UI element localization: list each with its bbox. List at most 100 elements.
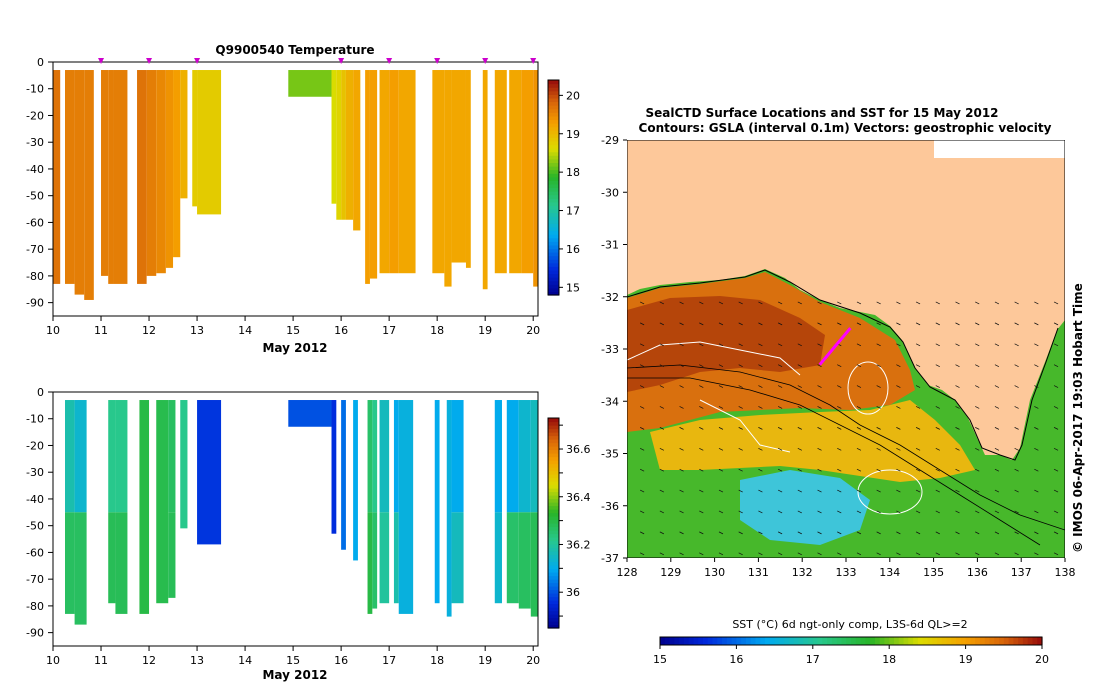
map-y-tick-label: -35 xyxy=(601,448,619,461)
colorbar-segment xyxy=(548,123,559,128)
vector-arrow xyxy=(718,385,724,388)
map-x-tick-label: 135 xyxy=(923,566,944,579)
profile-bar-lower xyxy=(494,512,502,604)
profile-bar xyxy=(398,400,414,614)
vector-arrow xyxy=(856,406,862,409)
vector-arrow xyxy=(738,301,743,305)
sst-colorbar-segment xyxy=(669,637,675,645)
profile-bar xyxy=(53,70,61,284)
vector-arrow xyxy=(758,322,763,326)
temperature-depth-axis: 0 -10 -20 -30 -40 -50 -60 -70 -80 -90 xyxy=(26,56,53,310)
profile-bar-lower xyxy=(74,512,87,625)
vector-arrow xyxy=(837,531,842,535)
vector-arrow xyxy=(817,552,822,556)
vector-arrow xyxy=(718,468,724,472)
vector-arrow xyxy=(975,322,980,326)
profile-bar xyxy=(341,400,346,550)
x-tick-label: 20 xyxy=(526,654,540,667)
vector-arrow xyxy=(777,427,783,430)
vector-arrow xyxy=(738,385,743,388)
vector-arrow xyxy=(837,385,842,388)
map-title-line1: SealCTD Surface Locations and SST for 15… xyxy=(645,106,998,120)
vector-arrow xyxy=(699,385,704,388)
colorbar-segment xyxy=(548,516,559,521)
vector-arrow xyxy=(955,385,960,388)
sst-colorbar-segment xyxy=(936,637,943,645)
colorbar-segment xyxy=(548,624,559,629)
vector-arrow xyxy=(777,406,783,409)
vector-arrow xyxy=(1014,343,1019,347)
profile-bar-lower xyxy=(379,512,390,604)
vector-arrow xyxy=(738,489,743,493)
colorbar-segment xyxy=(548,439,559,444)
colorbar-segment xyxy=(548,187,559,192)
x-tick-label: 12 xyxy=(142,654,156,667)
vector-arrow xyxy=(817,531,822,535)
colorbar-tick-label: 19 xyxy=(566,128,580,141)
profile-bar xyxy=(521,70,534,274)
vector-arrow xyxy=(876,322,881,326)
colorbar-segment xyxy=(548,435,559,440)
colorbar-segment xyxy=(548,596,559,601)
profile-bar xyxy=(494,70,507,274)
sst-colorbar-segment xyxy=(683,637,690,645)
map-latitude-axis: -29 -30 -31 -32 -33 -34 -35 -36 -37 xyxy=(601,134,627,565)
colorbar-segment xyxy=(548,166,559,171)
profile-bar xyxy=(288,400,332,427)
map-x-tick-label: 136 xyxy=(967,566,988,579)
profile-bar xyxy=(331,400,337,534)
y-tick-label: -40 xyxy=(26,493,44,506)
x-tick-label: 18 xyxy=(430,324,444,337)
profile-bar xyxy=(197,70,222,215)
salinity-plot-frame xyxy=(52,391,539,647)
profile-bar xyxy=(84,70,94,300)
vector-arrow xyxy=(777,301,783,305)
sst-colorbar-segment xyxy=(865,637,871,645)
sst-colorbar-segment xyxy=(994,637,1000,645)
vector-arrow xyxy=(935,489,940,493)
vector-arrow xyxy=(856,364,862,367)
colorbar-segment xyxy=(548,537,559,542)
colorbar-segment xyxy=(548,273,559,278)
vector-arrow xyxy=(975,468,980,472)
map-gsla-eddy-2 xyxy=(857,469,923,515)
vector-arrow xyxy=(856,489,862,493)
sst-colorbar-segment xyxy=(1027,637,1034,645)
vector-arrow xyxy=(738,427,743,430)
vector-arrow xyxy=(797,322,802,326)
vector-arrow xyxy=(1034,531,1039,535)
colorbar-segment xyxy=(548,512,559,517)
sst-colorbar-segment xyxy=(970,637,976,645)
sst-colorbar-segment xyxy=(769,637,776,645)
vector-arrow xyxy=(738,447,743,451)
vector-arrow xyxy=(699,531,704,535)
colorbar-segment xyxy=(548,526,559,531)
vector-arrow xyxy=(1034,385,1039,388)
sst-colorbar-segment xyxy=(755,637,761,645)
vector-arrow xyxy=(718,322,724,326)
vector-arrow xyxy=(817,385,822,388)
vector-arrow xyxy=(699,552,704,556)
colorbar-segment xyxy=(548,502,559,507)
geostrophic-vectors xyxy=(639,301,1059,556)
profile-bar-upper xyxy=(494,400,502,513)
sst-colorbar-segment xyxy=(808,637,814,645)
sst-colorbar-tick-label: 20 xyxy=(1035,653,1049,666)
map-coastline xyxy=(627,269,1059,461)
vector-arrow xyxy=(758,364,763,367)
colorbar-segment xyxy=(548,266,559,271)
vector-arrow xyxy=(915,427,921,430)
sst-colorbar-segment xyxy=(927,637,933,645)
vector-arrow xyxy=(777,385,783,388)
sst-colorbar-segment xyxy=(975,637,981,645)
map-title-line2: Contours: GSLA (interval 0.1m) Vectors: … xyxy=(639,121,1052,135)
vector-arrow xyxy=(896,489,901,493)
profile-bar-lower xyxy=(506,512,519,604)
vector-arrow xyxy=(915,531,921,535)
colorbar-segment xyxy=(548,575,559,580)
vector-arrow xyxy=(915,447,921,451)
colorbar-segment xyxy=(548,277,559,282)
vector-arrow xyxy=(975,406,980,409)
y-tick-label: -20 xyxy=(26,109,44,122)
vector-arrow xyxy=(955,427,960,430)
